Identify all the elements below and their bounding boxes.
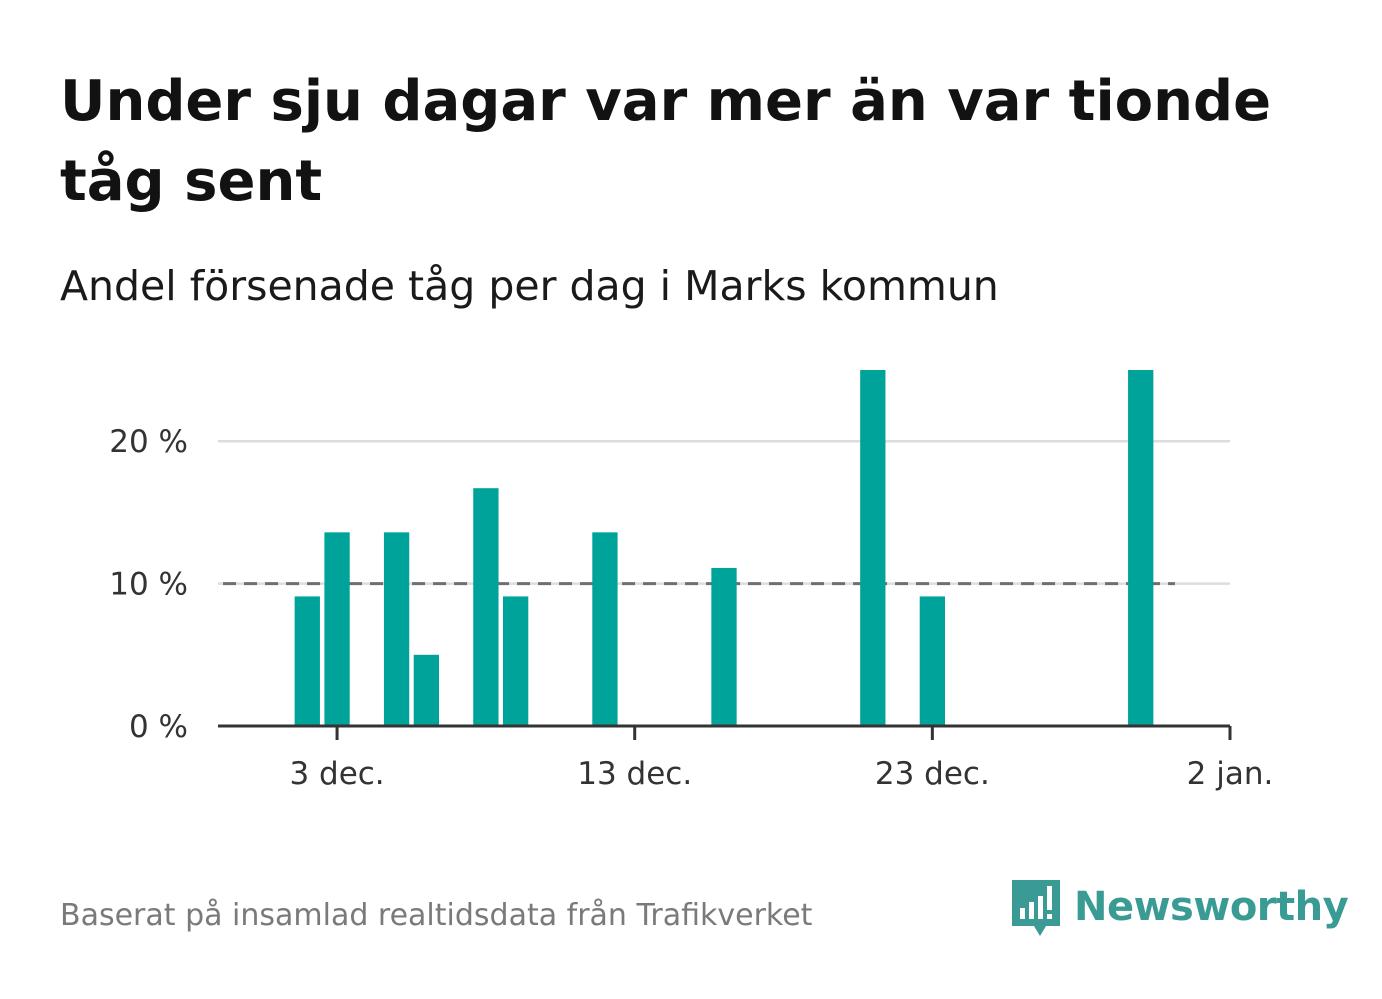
x-tick-label: 2 jan.: [1187, 756, 1274, 792]
chart-title: Under sju dagar var mer än var tionde tå…: [60, 69, 1272, 214]
x-tick-label: 3 dec.: [289, 756, 384, 792]
bar: [919, 596, 946, 726]
bar: [413, 654, 440, 726]
newsworthy-logo-icon: [1012, 880, 1060, 936]
bar: [860, 370, 886, 726]
grid-lines: [218, 439, 1230, 585]
x-axis: [218, 724, 1232, 740]
source-note: Baserat på insamlad realtidsdata från Tr…: [60, 898, 813, 933]
x-tick-label: 23 dec.: [875, 756, 990, 792]
brand-name: Newsworthy: [1074, 884, 1349, 930]
bar: [324, 532, 350, 726]
bars: [294, 370, 1154, 726]
bar: [383, 532, 410, 726]
bar: [592, 532, 618, 726]
bar: [1128, 370, 1154, 726]
bar: [711, 567, 737, 726]
newsworthy-brand: Newsworthy: [1010, 876, 1349, 938]
tick-labels: 0 % 10 % 20 % 3 dec. 13 dec. 23 dec. 2 jan.: [109, 424, 1273, 792]
bar-chart: 0 % 10 % 20 % 3 dec. 13 dec. 23 dec. 2 jan.: [109, 370, 1273, 792]
bar: [473, 488, 499, 726]
bar: [502, 596, 529, 726]
y-tick-label: 0 %: [129, 709, 188, 745]
y-tick-label: 20 %: [109, 424, 188, 460]
y-tick-label: 10 %: [109, 567, 188, 603]
bar: [294, 596, 320, 726]
x-tick-label: 13 dec.: [577, 756, 692, 792]
chart-subtitle: Andel försenade tåg per dag i Marks komm…: [60, 262, 999, 310]
